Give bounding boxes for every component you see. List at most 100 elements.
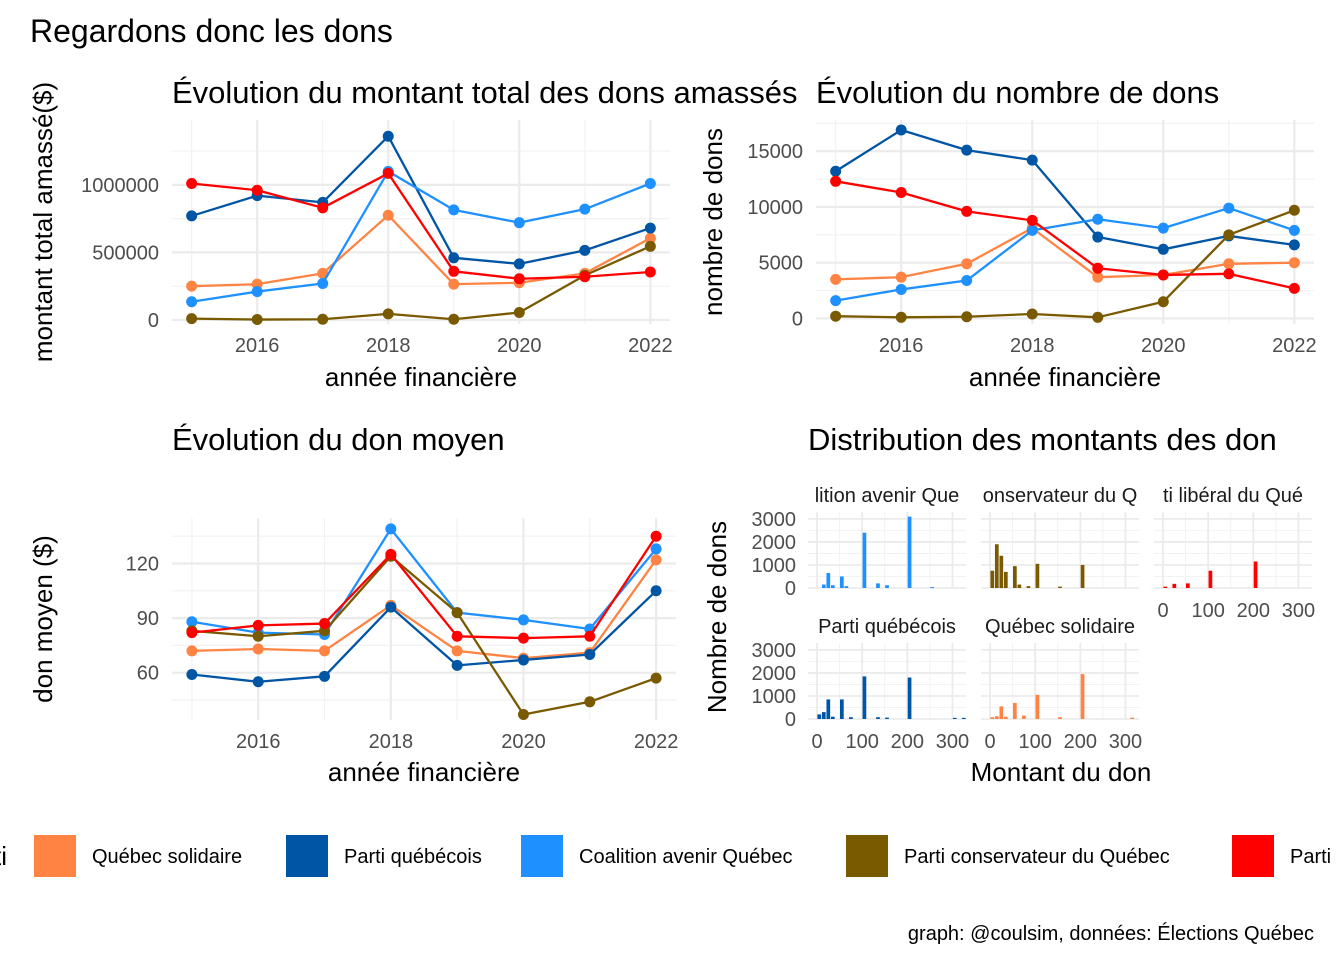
- histogram-bar: [862, 676, 867, 719]
- histogram-bar: [817, 714, 822, 719]
- legend-label: Coalition avenir Québec: [579, 846, 792, 868]
- legend: ti Québec solidaire Parti québécois Coaliti…: [0, 835, 1331, 877]
- histogram-bar: [1208, 570, 1213, 588]
- data-point: [186, 669, 198, 681]
- data-point: [650, 530, 662, 542]
- data-point: [1026, 308, 1038, 320]
- histogram-bar: [844, 586, 849, 588]
- data-point: [830, 175, 842, 187]
- data-point: [961, 275, 973, 287]
- series-line: [191, 245, 651, 321]
- x-tick-label: 2016: [236, 731, 281, 753]
- data-point: [186, 280, 198, 292]
- data-point: [186, 616, 198, 628]
- data-point: [1223, 202, 1235, 214]
- data-point: [1026, 214, 1038, 226]
- data-point: [451, 630, 463, 642]
- y-tick-label: 1000000: [81, 175, 159, 197]
- data-point: [513, 273, 525, 285]
- y-tick-label: 3000: [752, 509, 797, 531]
- data-point: [1026, 154, 1038, 166]
- data-point: [644, 266, 656, 278]
- series-line: [191, 135, 651, 266]
- data-point: [1288, 204, 1300, 216]
- x-tick-label: 100: [845, 731, 878, 753]
- series-line: [835, 128, 1295, 251]
- data-point: [961, 205, 973, 217]
- legend-label: Parti conservateur du Québec: [904, 846, 1170, 868]
- histogram-bar: [1080, 564, 1085, 588]
- data-point: [448, 252, 460, 264]
- x-tick-label: 2022: [1272, 335, 1317, 357]
- y-axis-label: nombre de dons: [698, 128, 728, 316]
- histogram-bar: [1035, 563, 1040, 588]
- y-tick-label: 0: [148, 310, 159, 332]
- histogram-bar: [1058, 717, 1062, 719]
- legend-item: Québec solidaire: [34, 835, 242, 877]
- data-point: [186, 645, 198, 657]
- histogram-bar: [826, 573, 831, 588]
- x-tick-label: 200: [891, 731, 924, 753]
- x-tick-label: 2022: [634, 731, 679, 753]
- series-line: [191, 555, 657, 716]
- data-point: [513, 307, 525, 319]
- data-point: [895, 283, 907, 295]
- data-point: [1157, 269, 1169, 281]
- histogram-bar: [999, 706, 1004, 719]
- data-point: [186, 210, 198, 222]
- data-point: [895, 186, 907, 198]
- x-tick-label: 0: [811, 731, 822, 753]
- data-point: [644, 177, 656, 189]
- data-point: [319, 645, 331, 657]
- data-point: [385, 601, 397, 613]
- series-line: [191, 214, 651, 288]
- data-point: [579, 203, 591, 215]
- y-tick-label: 1000: [752, 686, 797, 708]
- data-point: [579, 271, 591, 283]
- data-point: [317, 202, 329, 214]
- facet-strip-label: lition avenir Que: [815, 485, 960, 507]
- histogram-bar: [907, 516, 912, 588]
- data-point: [317, 277, 329, 289]
- histogram-bar: [907, 677, 912, 719]
- y-tick-label: 2000: [752, 663, 797, 685]
- histogram-bar: [1017, 584, 1022, 588]
- panel-title: Évolution du don moyen: [172, 422, 505, 457]
- panel-title: Évolution du nombre de dons: [816, 75, 1219, 110]
- data-point: [382, 130, 394, 142]
- data-point: [650, 585, 662, 597]
- series-line: [191, 535, 658, 640]
- y-tick-label: 120: [126, 553, 159, 575]
- data-point: [895, 311, 907, 323]
- histogram-bar: [1163, 586, 1168, 588]
- data-point: [517, 632, 529, 644]
- x-tick-label: 0: [1157, 600, 1168, 622]
- data-point: [319, 618, 331, 630]
- data-point: [186, 177, 198, 189]
- data-point: [650, 543, 662, 555]
- data-point: [895, 124, 907, 136]
- histogram-bar: [1080, 674, 1085, 719]
- histogram-bar: [1022, 715, 1026, 719]
- histogram-bar: [862, 532, 867, 588]
- histogram-bar: [885, 717, 889, 719]
- legend-item: Parti conservateur du Québec: [846, 835, 1170, 877]
- panel-title: Évolution du montant total des dons amas…: [172, 75, 798, 110]
- y-tick-label: 2000: [752, 532, 797, 554]
- y-tick-label: 90: [137, 608, 159, 630]
- y-tick-label: 500000: [92, 242, 159, 264]
- data-point: [579, 244, 591, 256]
- y-tick-label: 15000: [747, 141, 803, 163]
- x-tick-label: 2018: [366, 335, 411, 357]
- x-tick-label: 300: [1109, 731, 1142, 753]
- data-point: [830, 273, 842, 285]
- data-point: [1288, 257, 1300, 269]
- data-point: [251, 286, 263, 298]
- data-point: [1223, 229, 1235, 241]
- data-point: [1288, 239, 1300, 251]
- legend-label: Québec solidaire: [92, 846, 242, 868]
- x-axis-label: année financière: [328, 757, 520, 787]
- legend-title: ti: [0, 841, 7, 871]
- histogram-bar: [930, 587, 934, 588]
